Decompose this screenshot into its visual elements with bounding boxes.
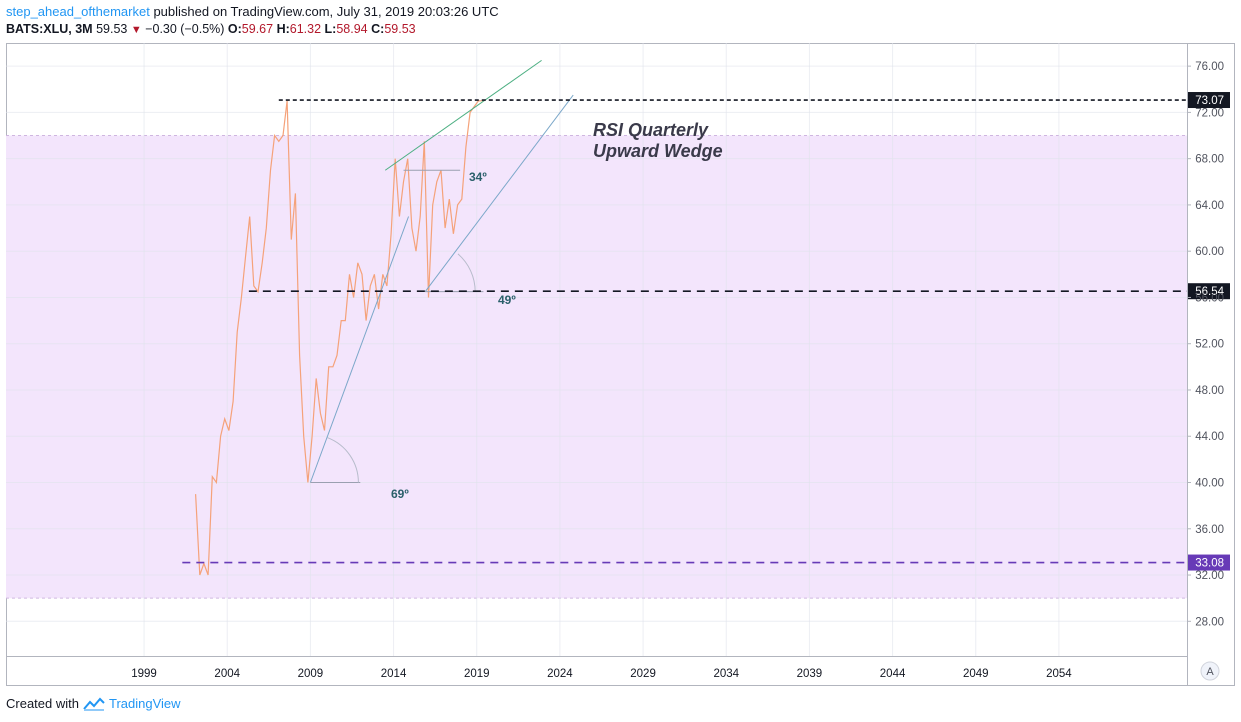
x-tick-label: 2039 <box>797 668 823 680</box>
level-price-label: 56.54 <box>1195 286 1224 298</box>
y-tick-label: 72.00 <box>1195 107 1224 119</box>
x-tick-label: 2029 <box>630 668 656 680</box>
angle-arc-49 <box>457 253 476 292</box>
down-triangle-icon: ▼ <box>130 24 142 36</box>
close-label: C: <box>371 22 385 36</box>
change-value: −0.30 (−0.5%) <box>145 22 225 36</box>
published-text: published on TradingView.com, July 31, 2… <box>153 4 499 19</box>
wedge-upper-trendline <box>384 59 542 171</box>
high-label: H: <box>276 22 290 36</box>
x-tick-label: 2034 <box>713 668 739 680</box>
publish-info: step_ahead_ofthemarket published on Trad… <box>6 4 499 19</box>
low-value: 58.94 <box>336 22 368 36</box>
x-tick-label: 2009 <box>298 668 324 680</box>
x-tick-label: 2014 <box>381 668 407 680</box>
author-link[interactable]: step_ahead_ofthemarket <box>6 4 150 19</box>
x-tick-label: 2044 <box>880 668 906 680</box>
y-tick-label: 64.00 <box>1195 200 1224 212</box>
y-tick-label: 76.00 <box>1195 61 1224 73</box>
open-label: O: <box>227 22 242 36</box>
x-tick-label: 1999 <box>131 668 157 680</box>
x-tick-label: 2054 <box>1046 668 1072 680</box>
x-tick-label: 2024 <box>547 668 573 680</box>
close-value: 59.53 <box>384 22 416 36</box>
x-tick-label: 2049 <box>963 668 989 680</box>
ohlc-legend: BATS:XLU, 3M 59.53 ▼ −0.30 (−0.5%) O:59.… <box>6 22 416 36</box>
y-tick-label: 56.00 <box>1195 292 1224 304</box>
wedge-title-line1: RSI Quarterly <box>593 120 709 140</box>
last-price: 59.53 <box>96 22 128 36</box>
y-tick-label: 60.00 <box>1195 246 1224 258</box>
level-price-label: 33.08 <box>1195 558 1224 570</box>
auto-scale-label: A <box>1206 666 1214 678</box>
symbol-label: BATS:XLU, 3M <box>6 22 93 36</box>
wedge-title-line2: Upward Wedge <box>593 141 723 161</box>
y-tick-label: 52.00 <box>1195 339 1224 351</box>
level-price-tag <box>1188 283 1230 300</box>
angle-label-34: 34º <box>469 170 487 184</box>
footer: Created with TradingView <box>6 696 181 711</box>
y-tick-label: 28.00 <box>1195 616 1224 628</box>
support-trendline-69 <box>309 216 410 483</box>
y-tick-label: 48.00 <box>1195 385 1224 397</box>
high-value: 61.32 <box>289 22 322 36</box>
rsi-line <box>195 100 483 576</box>
y-tick-label: 36.00 <box>1195 524 1224 536</box>
angle-label-69: 69º <box>391 487 409 501</box>
tradingview-link[interactable]: TradingView <box>108 696 181 711</box>
open-value: 59.67 <box>241 22 274 36</box>
y-tick-label: 32.00 <box>1195 570 1224 582</box>
auto-scale-button[interactable]: A <box>1200 661 1220 681</box>
angle-label-49: 49º <box>498 293 516 307</box>
low-label: L: <box>324 22 337 36</box>
y-tick-label: 40.00 <box>1195 478 1224 490</box>
rsi-chart[interactable]: 73.07 56.54 33.08 28.00 32.00 36.00 40.00 44.0… <box>0 0 1241 690</box>
x-tick-label: 2004 <box>214 668 240 680</box>
angle-arc-69 <box>327 437 359 483</box>
y-tick-label: 44.00 <box>1195 431 1224 443</box>
x-tick-label: 2019 <box>464 668 490 680</box>
level-price-label: 73.07 <box>1195 95 1224 107</box>
created-with-text: Created with <box>6 696 79 711</box>
y-tick-label: 68.00 <box>1195 154 1224 166</box>
level-price-tag <box>1188 92 1230 109</box>
tradingview-logo-icon <box>83 697 105 711</box>
rsi-band <box>6 135 1187 599</box>
level-price-tag <box>1188 554 1230 571</box>
wedge-lower-trendline <box>424 94 574 292</box>
